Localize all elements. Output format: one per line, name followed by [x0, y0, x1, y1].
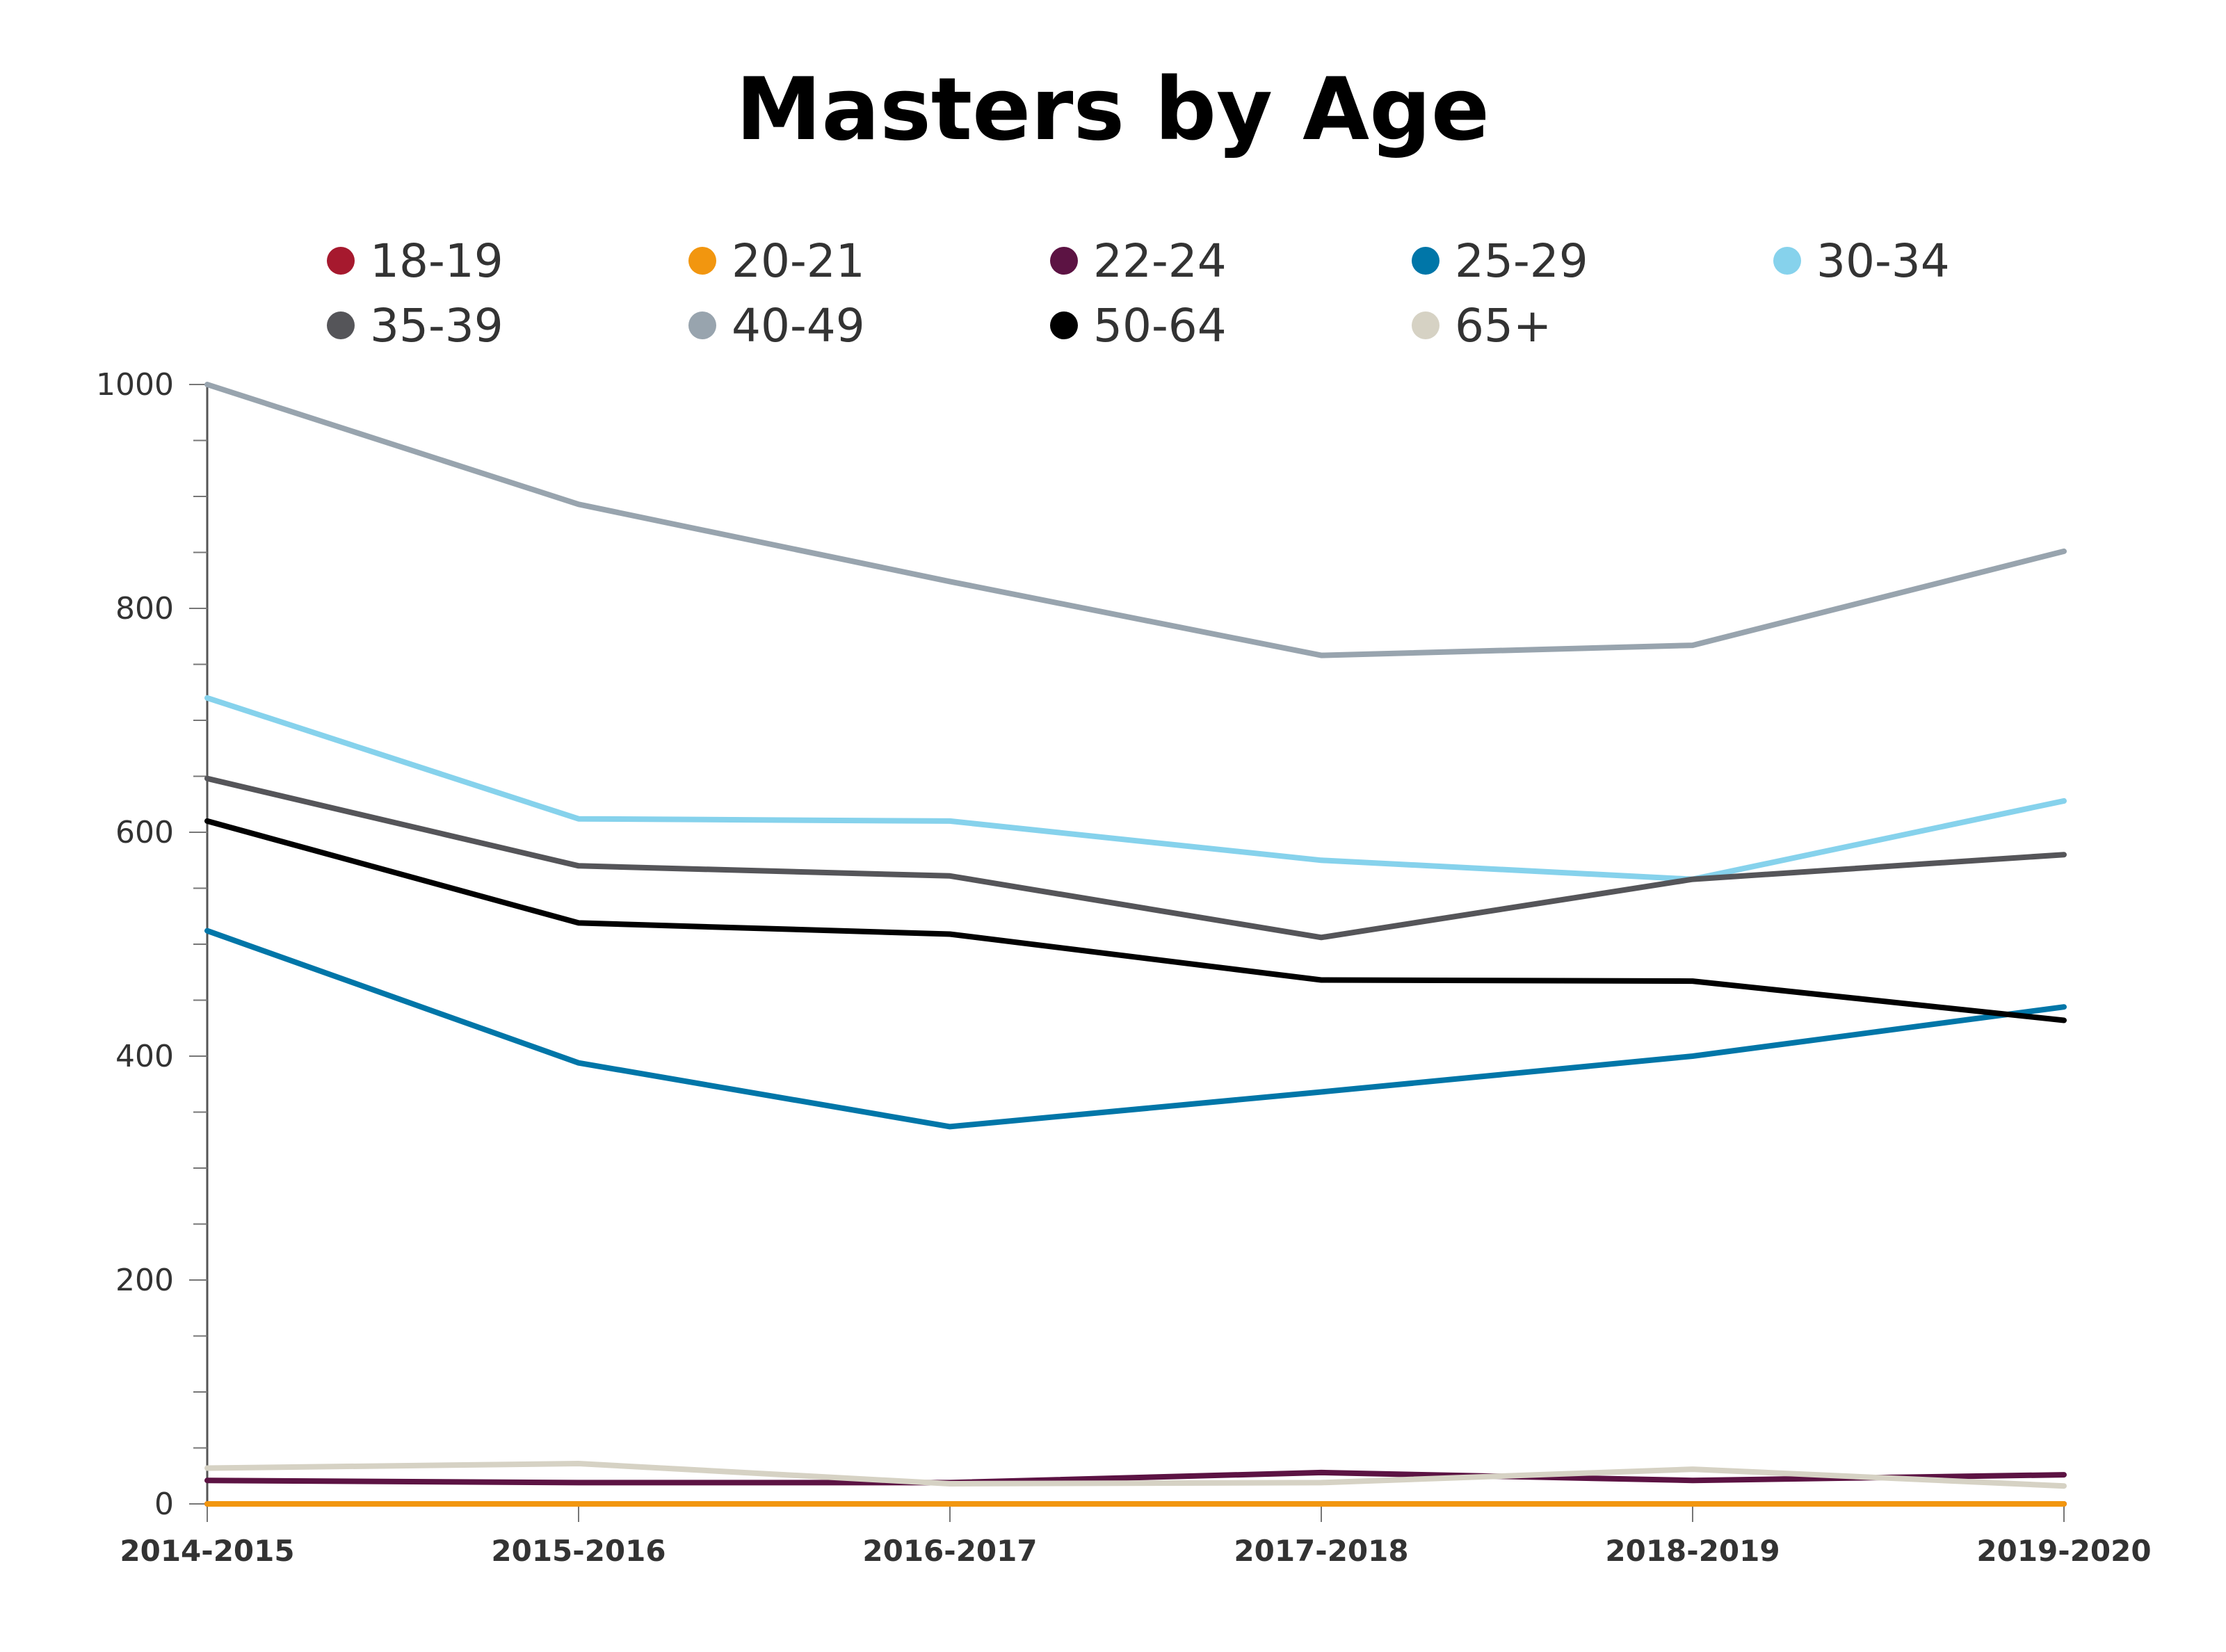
legend-label-35-39: 35-39 [370, 299, 503, 353]
y-tick-label-1000: 1000 [96, 367, 174, 403]
legend-marker-25-29 [1412, 247, 1439, 275]
legend-label-30-34: 30-34 [1816, 234, 1950, 288]
legend-item-40-49: 40-49 [688, 299, 865, 353]
x-tick-label-2015-2016: 2015-2016 [491, 1534, 666, 1568]
legend-item-25-29: 25-29 [1412, 234, 1588, 288]
legend-marker-50-64 [1050, 311, 1078, 339]
axes: 0 200 400 600 800 1000 2014-2015 2015-2016 2016-… [96, 367, 2152, 1568]
series-line-40-49 [204, 382, 2067, 658]
legend-label-20-21: 20-21 [732, 234, 865, 288]
series-line-22-24 [204, 1469, 2067, 1486]
series-line-30-34 [204, 695, 2067, 882]
legend-item-35-39: 35-39 [327, 299, 503, 353]
x-tick-label-2017-2018: 2017-2018 [1234, 1534, 1408, 1568]
legend-marker-18-19 [327, 247, 355, 275]
legend-label-18-19: 18-19 [370, 234, 503, 288]
x-tick-label-2018-2019: 2018-2019 [1605, 1534, 1780, 1568]
y-tick-label-0: 0 [154, 1487, 174, 1522]
legend-item-18-19: 18-19 [327, 234, 503, 288]
legend-item-22-24: 22-24 [1050, 234, 1227, 288]
legend-label-40-49: 40-49 [732, 299, 865, 353]
series-line-25-29 [204, 928, 2067, 1130]
legend-label-22-24: 22-24 [1093, 234, 1227, 288]
legend-marker-30-34 [1773, 247, 1801, 275]
y-tick-label-600: 600 [115, 815, 174, 850]
legend-marker-65+ [1412, 311, 1439, 339]
legend-label-50-64: 50-64 [1093, 299, 1227, 353]
legend-marker-40-49 [688, 311, 716, 339]
legend-item-65+: 65+ [1412, 299, 1551, 353]
legend-marker-20-21 [688, 247, 716, 275]
legend: 18-19 20-21 22-24 25-29 30-34 35-39 40-49 50-64… [327, 234, 1950, 353]
x-tick-label-2016-2017: 2016-2017 [862, 1534, 1037, 1568]
legend-item-50-64: 50-64 [1050, 299, 1227, 353]
legend-item-30-34: 30-34 [1773, 234, 1950, 288]
legend-label-65+: 65+ [1455, 299, 1551, 353]
chart-title: Masters by Age [736, 60, 1490, 160]
y-tick-label-400: 400 [115, 1039, 174, 1074]
y-tick-label-800: 800 [115, 591, 174, 626]
series-line-65+ [204, 1461, 2067, 1489]
legend-label-25-29: 25-29 [1455, 234, 1588, 288]
legend-marker-22-24 [1050, 247, 1078, 275]
x-tick-label-2019-2020: 2019-2020 [1976, 1534, 2151, 1568]
y-tick-label-200: 200 [115, 1263, 174, 1298]
legend-marker-35-39 [327, 311, 355, 339]
x-tick-label-2014-2015: 2014-2015 [120, 1534, 294, 1568]
series-line-50-64 [204, 818, 2067, 1023]
series-line-35-39 [204, 775, 2067, 941]
series-lines [204, 382, 2067, 1507]
legend-item-20-21: 20-21 [688, 234, 865, 288]
